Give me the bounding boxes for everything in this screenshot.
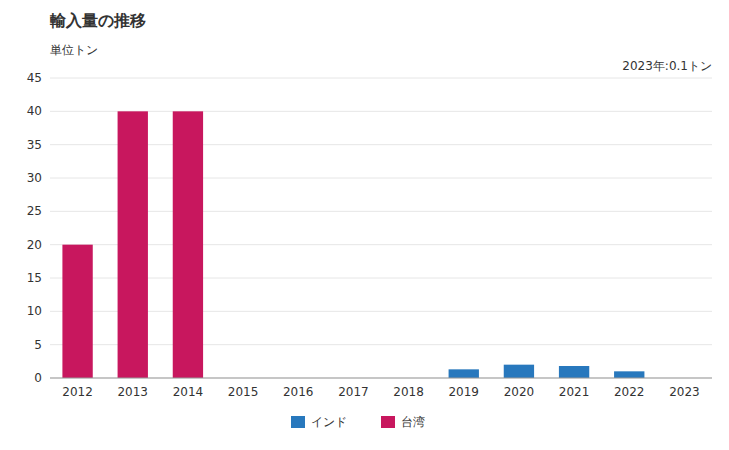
y-tick-label: 10: [27, 304, 42, 318]
x-tick-label: 2021: [559, 385, 590, 399]
x-tick-label: 2017: [338, 385, 369, 399]
x-tick-label: 2020: [504, 385, 535, 399]
y-tick-label: 35: [27, 138, 42, 152]
grid-line: [50, 344, 712, 345]
grid-line: [50, 244, 712, 245]
grid-line: [50, 278, 712, 279]
grid-line: [50, 311, 712, 312]
y-tick-label: 15: [27, 271, 42, 285]
grid-line: [50, 178, 712, 179]
bar: [62, 245, 92, 378]
x-axis: 2012 2013 2014 2015 2016 2017 2018 2019 2020 2021…: [50, 378, 712, 399]
x-tick-label: 2019: [448, 385, 479, 399]
y-tick-label: 25: [27, 204, 42, 218]
grid-line: [50, 211, 712, 212]
legend-label: 台湾: [401, 415, 425, 429]
bar: [449, 369, 479, 378]
grid-line: [50, 378, 712, 379]
title: 輸入量の推移: [49, 11, 146, 30]
y-tick-label: 5: [34, 338, 42, 352]
bar: [173, 111, 203, 378]
grid-line: [50, 111, 712, 112]
y-tick-label: 45: [27, 71, 42, 85]
bars: [62, 111, 644, 378]
y-tick-label: 0: [34, 371, 42, 385]
legend-swatch: [381, 416, 395, 428]
y-tick-label: 30: [27, 171, 42, 185]
annotation: 2023年:0.1トン: [622, 59, 712, 73]
x-tick-label: 2018: [393, 385, 424, 399]
y-tick-label: 20: [27, 238, 42, 252]
x-tick-label: 2016: [283, 385, 314, 399]
legend-swatch: [291, 416, 305, 428]
x-axis-line: [50, 378, 712, 379]
bar: [504, 364, 534, 365]
x-tick-label: 2023: [669, 385, 700, 399]
y-label: 単位トン: [50, 43, 98, 57]
legend-label: インド: [311, 415, 347, 429]
x-tick-label: 2012: [62, 385, 93, 399]
bar: [559, 366, 589, 367]
x-tick-label: 2013: [117, 385, 148, 399]
y-tick-label: 40: [27, 104, 42, 118]
x-tick-label: 2014: [173, 385, 204, 399]
y-axis: 0 5 10 15 20 25 30 35 40 45: [27, 71, 712, 385]
grid-line: [50, 144, 712, 145]
grid-line: [50, 78, 712, 79]
bar: [449, 369, 479, 370]
chart: 輸入量の推移単位トン 2023年:0.1トン 0 5 10 15 20 25 30 35 40 45 2…: [0, 0, 729, 450]
bar: [559, 366, 589, 378]
page: {"chart_data": {"type": "bar", "title": …: [0, 0, 729, 450]
bar: [614, 371, 644, 378]
x-tick-label: 2015: [228, 385, 259, 399]
legend: インド 台湾: [291, 415, 425, 429]
x-tick-label: 2022: [614, 385, 645, 399]
bar: [614, 371, 644, 372]
bar: [504, 365, 534, 378]
bar: [118, 111, 148, 378]
